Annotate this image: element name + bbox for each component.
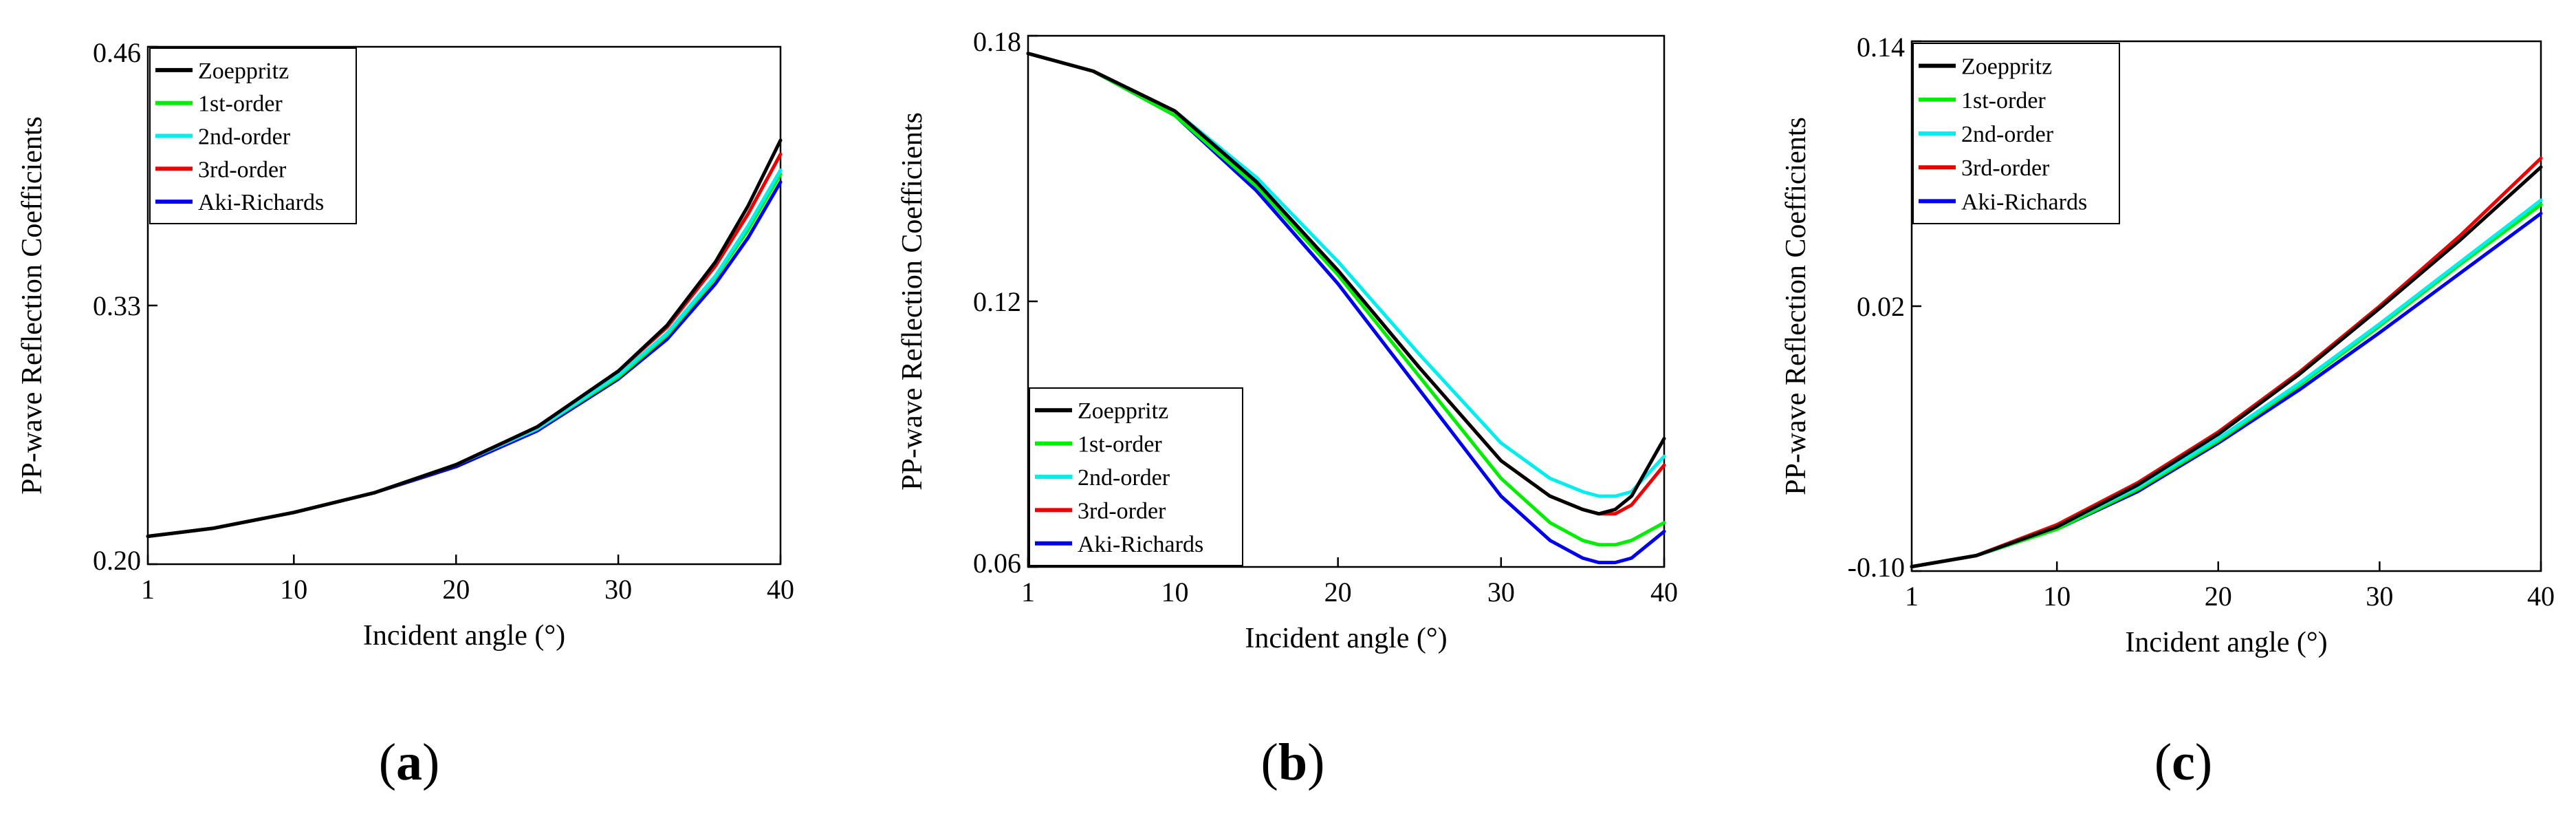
legend-label: Zoeppritz xyxy=(1078,398,1168,424)
x-tick-label: 1 xyxy=(1021,577,1035,608)
x-tick-label: 10 xyxy=(2043,581,2071,612)
y-tick-label: 0.06 xyxy=(973,548,1021,579)
legend-label: Aki-Richards xyxy=(1961,189,2087,215)
x-tick-label: 40 xyxy=(767,574,794,605)
series-line-zoeppritz xyxy=(1026,52,1666,516)
panel-label-a: (a) xyxy=(379,733,440,791)
legend-label: 1st-order xyxy=(1961,88,2046,114)
x-axis-label: Incident angle (°) xyxy=(363,620,565,652)
series-line-zoeppritz xyxy=(1910,165,2543,569)
x-tick-label: 10 xyxy=(1161,577,1188,608)
x-axis-label: Incident angle (°) xyxy=(1245,623,1447,654)
x-tick-label: 20 xyxy=(1324,577,1352,608)
x-tick-label: 20 xyxy=(442,574,470,605)
legend-label: 2nd-order xyxy=(1961,122,2054,147)
series-line-1st-order xyxy=(1026,52,1666,547)
x-tick-label: 40 xyxy=(1650,577,1678,608)
y-tick-label: 0.18 xyxy=(973,26,1021,57)
x-axis-label: Incident angle (°) xyxy=(2125,627,2327,658)
x-tick-label: 1 xyxy=(1905,581,1919,612)
chart-panel-c: 1 10 20 30 40 -0.10 0.02 0.14 Incident angle (°)… xyxy=(1780,32,2555,791)
legend-label: 1st-order xyxy=(1078,432,1162,458)
legend-label: 1st-order xyxy=(198,92,283,117)
legend-a: Zoeppritz 1st-order 2nd-order 3rd-order Aki-… xyxy=(149,47,357,224)
series-line-1st-order xyxy=(1910,202,2543,569)
series-line-2nd-order xyxy=(146,168,783,538)
y-tick-label: 0.20 xyxy=(93,545,141,576)
series-line-aki-richards xyxy=(1910,211,2543,569)
y-tick-label: 0.02 xyxy=(1857,291,1905,322)
panel-label-b: (b) xyxy=(1261,733,1325,791)
legend-label: 2nd-order xyxy=(198,125,291,150)
y-tick-label: 0.46 xyxy=(93,37,141,68)
panel-label-c: (c) xyxy=(2154,733,2212,791)
legend-label: Zoeppritz xyxy=(198,58,289,84)
series-line-1st-order xyxy=(146,172,783,538)
chart-panel-a: 1 10 20 30 40 0.20 0.33 0.46 Incident angle (°) P… xyxy=(17,37,794,791)
series-line-aki-richards xyxy=(146,180,783,538)
x-tick-label: 20 xyxy=(2205,581,2232,612)
series-line-2nd-order xyxy=(1910,198,2543,569)
legend-b: Zoeppritz 1st-order 2nd-order 3rd-order Aki-… xyxy=(1029,387,1243,566)
y-tick-label: 0.14 xyxy=(1857,32,1905,63)
legend-label: 3rd-order xyxy=(198,157,287,182)
legend-label: Aki-Richards xyxy=(1078,532,1203,557)
y-axis-label: PP-wave Reflection Coefficients xyxy=(17,116,48,495)
y-tick-label: -0.10 xyxy=(1848,552,1905,583)
y-axis-label: PP-wave Reflection Coefficients xyxy=(897,112,928,491)
legend-label: 2nd-order xyxy=(1078,465,1170,491)
x-tick-label: 30 xyxy=(604,574,632,605)
legend-c: Zoeppritz 1st-order 2nd-order 3rd-order Aki-… xyxy=(1912,43,2120,224)
chart-panel-b: 1 10 20 30 40 0.06 0.12 0.18 Incident angle (°) P… xyxy=(897,26,1678,791)
series-line-zoeppritz xyxy=(146,138,783,538)
y-tick-label: 0.33 xyxy=(93,290,141,321)
x-tick-label: 10 xyxy=(280,574,307,605)
y-tick-label: 0.12 xyxy=(973,286,1021,317)
x-tick-label: 40 xyxy=(2527,581,2555,612)
x-tick-label: 30 xyxy=(2366,581,2393,612)
x-tick-label: 30 xyxy=(1487,577,1515,608)
y-axis-label: PP-wave Reflection Coefficients xyxy=(1780,117,1812,495)
x-tick-label: 1 xyxy=(141,574,155,605)
legend-label: Aki-Richards xyxy=(198,190,324,215)
legend-label: 3rd-order xyxy=(1078,498,1166,524)
legend-label: 3rd-order xyxy=(1961,155,2050,181)
legend-label: Zoeppritz xyxy=(1961,54,2052,80)
